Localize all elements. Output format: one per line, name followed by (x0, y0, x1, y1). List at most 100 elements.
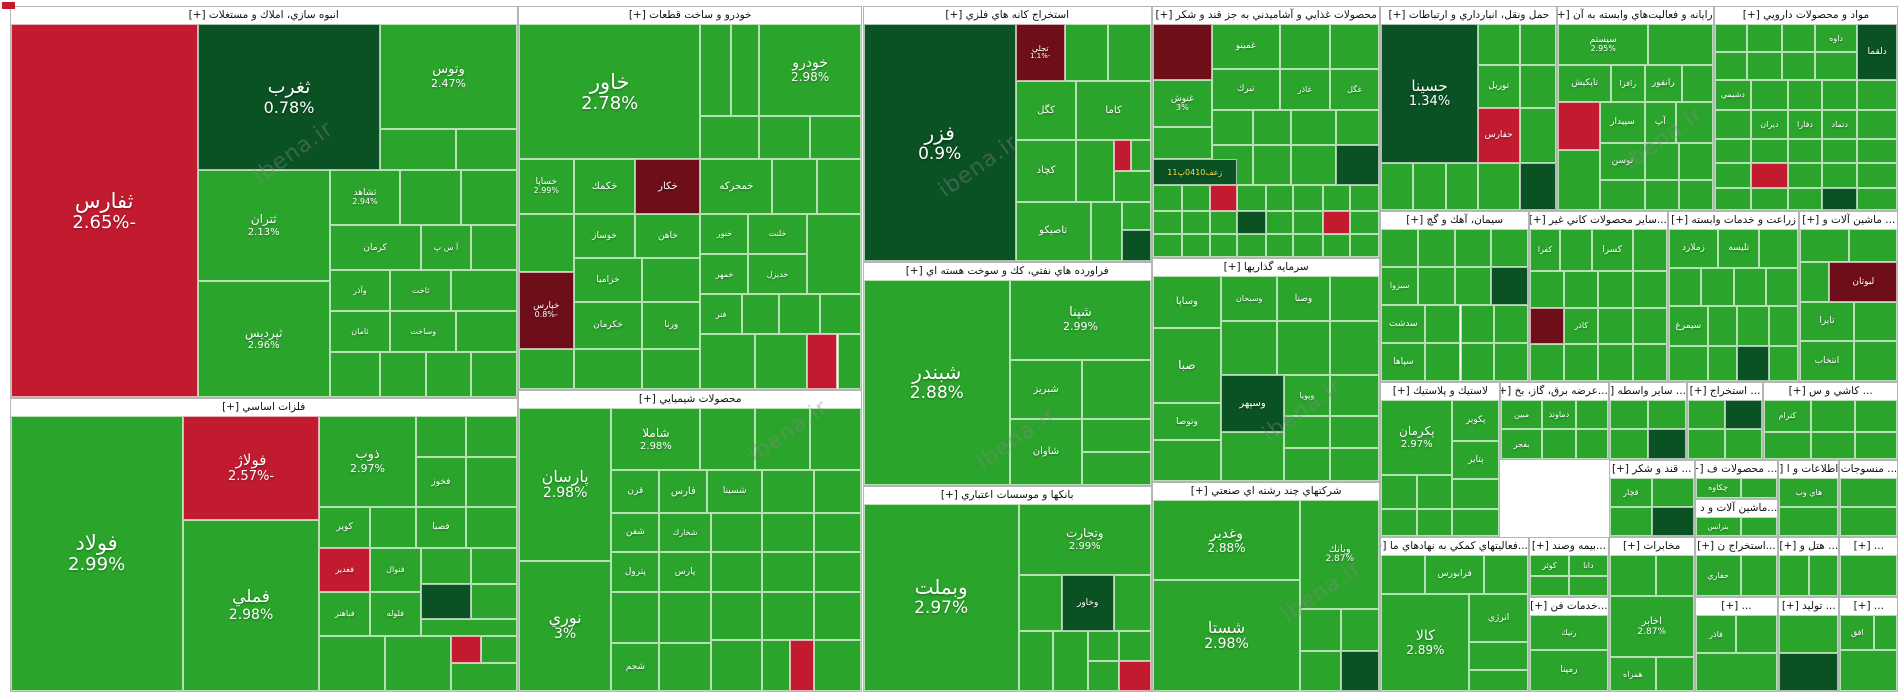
sector-header-rubber-plastic[interactable]: لاستيك و پلاستيك [+] (1381, 382, 1500, 401)
tile[interactable] (1477, 163, 1520, 210)
tile[interactable] (1381, 228, 1419, 267)
tile-فخوز[interactable]: فخوز (415, 457, 467, 507)
tile[interactable] (1087, 660, 1120, 691)
tile[interactable] (1064, 24, 1108, 82)
tile-انرژي[interactable]: انرژي (1469, 593, 1528, 643)
tile[interactable] (1701, 268, 1734, 307)
tile[interactable] (1266, 185, 1294, 211)
sector-header-hotels-restaurants[interactable]: ... هتل و [+] (1779, 538, 1839, 557)
tile[interactable] (1329, 276, 1380, 322)
tile[interactable] (1768, 345, 1799, 381)
tile[interactable] (1018, 630, 1054, 691)
tile-وپويا[interactable]: وپويا (1284, 374, 1330, 416)
tile[interactable] (1575, 429, 1608, 459)
sector-header-machinery-equipment[interactable]: ... ماشين آلات و [+] (1800, 211, 1898, 230)
tile-زعف0410پ11[interactable]: زعف0410پ11 (1152, 159, 1237, 186)
tile[interactable] (810, 115, 862, 160)
tile[interactable] (1336, 110, 1380, 146)
tile-خكار[interactable]: خكار (635, 159, 701, 214)
tile[interactable] (1678, 143, 1713, 181)
tile-فولاد[interactable]: فولاد 2.99% (10, 415, 183, 691)
tile[interactable] (1568, 575, 1608, 597)
tile-حفاري[interactable]: حفاري (1695, 555, 1741, 597)
tile[interactable] (813, 639, 862, 691)
tile[interactable] (1598, 307, 1633, 345)
tile[interactable] (1329, 374, 1380, 416)
tile[interactable] (820, 294, 862, 335)
tile-شخارك[interactable]: شخارك (659, 512, 711, 553)
tile[interactable] (1113, 170, 1151, 202)
tile[interactable] (461, 169, 517, 226)
tile-پارس[interactable]: پارس (659, 552, 711, 592)
tile-كالا[interactable]: كالا 2.89% (1381, 593, 1470, 692)
tile[interactable] (1266, 233, 1294, 258)
tile-خوساز[interactable]: خوساز (573, 214, 636, 258)
tile[interactable] (1452, 479, 1500, 510)
tile[interactable] (420, 619, 517, 636)
tile[interactable] (370, 506, 416, 548)
tile[interactable] (425, 352, 472, 397)
tile-رمپنا[interactable]: رمپنا (1529, 649, 1608, 692)
tile-پكرمان[interactable]: پكرمان 2.97% (1381, 399, 1453, 475)
tile-وبانك[interactable]: وبانك 2.87% (1300, 500, 1380, 609)
tile[interactable] (1460, 342, 1495, 381)
sector-header-transportation[interactable]: حمل ونقل، انبارداري و ارتباطات [+] (1381, 7, 1557, 26)
tile[interactable] (1416, 509, 1453, 537)
tile-تاصيكو[interactable]: تاصيكو (1015, 201, 1091, 261)
tile[interactable] (1848, 228, 1898, 263)
tile-وبملت[interactable]: وبملت 2.97% (863, 503, 1019, 691)
tile-ثشاهد[interactable]: ثشاهد 2.94% (329, 169, 401, 226)
sector-header-multi-industry[interactable]: شركتهاي چند رشته اي صنعتي [+] (1152, 483, 1380, 502)
tile-ورنا[interactable]: ورنا (642, 301, 701, 350)
tile[interactable] (1632, 307, 1667, 345)
tile[interactable] (642, 349, 701, 390)
tile[interactable] (1293, 210, 1323, 234)
tile[interactable] (1857, 109, 1898, 140)
tile[interactable] (813, 512, 862, 553)
tile[interactable] (518, 214, 574, 273)
tile[interactable] (762, 639, 790, 691)
sector-header-misc[interactable]: ... [+] (1840, 538, 1898, 557)
tile-رانفور[interactable]: رانفور (1644, 65, 1682, 103)
tile-كاما[interactable]: كاما (1076, 81, 1151, 141)
tile[interactable] (1277, 321, 1330, 375)
tile-سپاها[interactable]: سپاها (1381, 342, 1426, 381)
tile-شبريز[interactable]: شبريز (1010, 359, 1082, 420)
tile[interactable] (1779, 555, 1809, 597)
tile[interactable] (573, 349, 643, 390)
tile[interactable] (1632, 228, 1667, 272)
tile[interactable] (481, 635, 517, 664)
tile-شستا[interactable]: شستا 2.98% (1152, 580, 1301, 691)
tile-كاذر[interactable]: كاذر (1564, 307, 1599, 345)
tile[interactable] (1840, 507, 1898, 537)
tile-همراه[interactable]: همراه (1609, 657, 1656, 692)
tile[interactable] (611, 591, 660, 643)
tile[interactable] (380, 128, 457, 170)
tile-شاوان[interactable]: شاوان (1010, 419, 1082, 485)
tile[interactable] (1822, 163, 1858, 188)
tile[interactable] (1609, 399, 1648, 430)
tile[interactable] (1857, 139, 1898, 164)
tile[interactable] (1322, 233, 1350, 258)
tile-صبا[interactable]: صبا (1152, 327, 1221, 404)
tile[interactable] (1609, 429, 1648, 459)
tile[interactable] (1291, 110, 1337, 146)
tile[interactable] (1113, 574, 1151, 631)
tile[interactable] (813, 470, 862, 513)
tile[interactable] (1632, 344, 1667, 381)
sector-header-technical-engineering-services[interactable]: ...خدمات فن [+] (1529, 598, 1608, 617)
tile[interactable] (1737, 345, 1769, 381)
tile-كفرا[interactable]: كفرا (1529, 228, 1561, 272)
tile-نوري[interactable]: نوري 3% (518, 560, 612, 691)
tile[interactable] (1284, 415, 1330, 449)
tile[interactable] (1491, 266, 1528, 305)
tile[interactable] (1600, 180, 1645, 210)
tile-آ س پ[interactable]: آ س پ (420, 225, 472, 271)
tile[interactable] (1668, 345, 1708, 381)
tile[interactable] (816, 159, 862, 214)
tile[interactable] (1782, 52, 1816, 80)
tile[interactable] (1598, 344, 1633, 381)
tile[interactable] (1211, 110, 1253, 146)
tile[interactable] (1220, 432, 1285, 482)
tile-خاور[interactable]: خاور 2.78% (518, 24, 701, 160)
